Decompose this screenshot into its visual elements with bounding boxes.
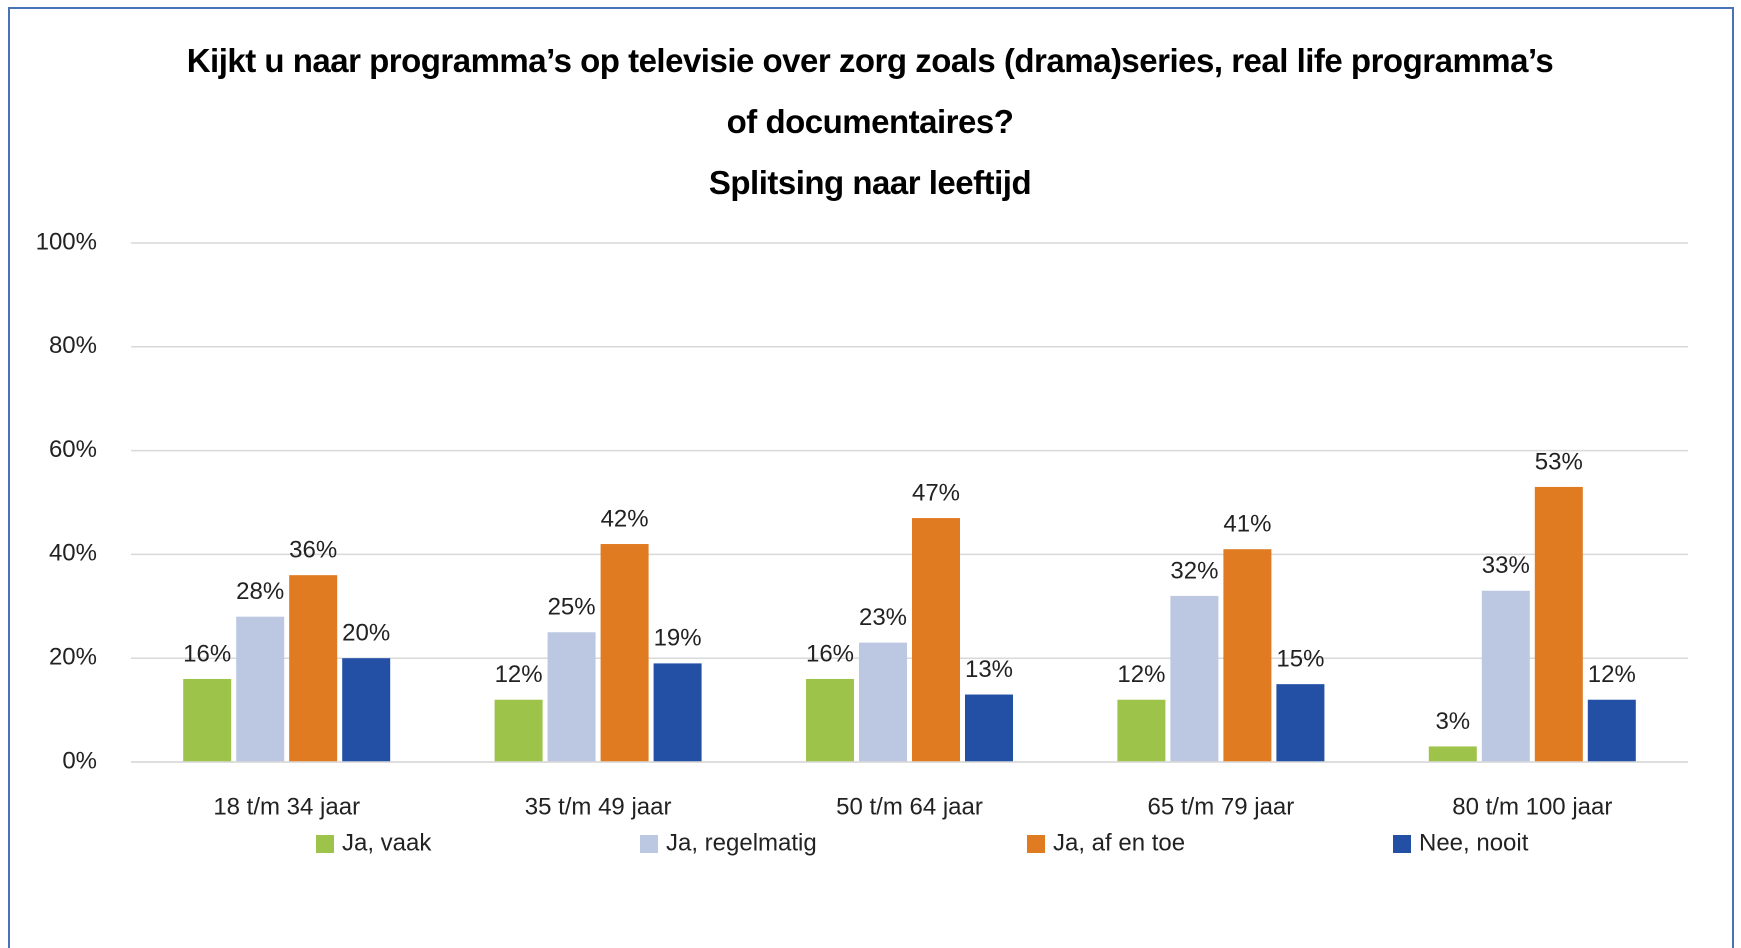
value-label: 36% [289, 537, 337, 564]
x-tick-label: 50 t/m 64 jaar [836, 793, 983, 820]
value-label: 13% [965, 656, 1013, 683]
value-label: 23% [859, 604, 907, 631]
x-tick-label: 80 t/m 100 jaar [1452, 793, 1612, 820]
bar [1117, 699, 1166, 762]
legend-swatch [316, 835, 334, 853]
value-label: 16% [183, 640, 231, 667]
chart-frame [8, 7, 1734, 948]
title-block: Kijkt u naar programma’s op televisie ov… [120, 30, 1620, 213]
x-tick-label: 18 t/m 34 jaar [213, 793, 360, 820]
value-label: 47% [912, 479, 960, 506]
bar [289, 575, 338, 762]
y-tick-label: 100% [36, 228, 97, 255]
x-tick-label: 35 t/m 49 jaar [525, 793, 672, 820]
bar [1587, 699, 1636, 762]
y-tick-label: 20% [49, 644, 97, 671]
bar [1276, 684, 1325, 762]
value-label: 32% [1170, 557, 1218, 584]
bar [1428, 746, 1477, 762]
value-label: 28% [236, 578, 284, 605]
value-label: 12% [495, 661, 543, 688]
bar [1534, 486, 1583, 762]
bar [653, 663, 702, 762]
value-label: 19% [654, 625, 702, 652]
y-tick-label: 60% [49, 436, 97, 463]
bar [600, 544, 649, 762]
bar [547, 632, 596, 762]
legend-swatch [1393, 835, 1411, 853]
value-label: 12% [1588, 661, 1636, 688]
bar [494, 699, 543, 762]
bar [1481, 590, 1530, 762]
value-label: 42% [601, 505, 649, 532]
y-tick-label: 0% [62, 747, 97, 774]
value-label: 3% [1435, 708, 1470, 735]
bar [965, 694, 1013, 762]
legend-label: Nee, nooit [1419, 829, 1529, 856]
y-tick-label: 80% [49, 332, 97, 359]
bar [183, 678, 232, 762]
chart-title: Kijkt u naar programma’s op televisie ov… [186, 42, 1554, 140]
value-label: 25% [548, 594, 596, 621]
bar [236, 616, 285, 762]
legend-label: Ja, regelmatig [666, 829, 817, 856]
bar [806, 678, 854, 762]
y-tick-label: 40% [49, 540, 97, 567]
bar [859, 642, 907, 762]
legend-label: Ja, af en toe [1053, 829, 1185, 856]
value-label: 33% [1482, 552, 1530, 579]
x-tick-label: 65 t/m 79 jaar [1148, 793, 1295, 820]
bar [342, 658, 391, 762]
value-label: 16% [806, 640, 854, 667]
bar [1223, 549, 1272, 762]
value-label: 15% [1276, 645, 1324, 672]
value-label: 12% [1117, 661, 1165, 688]
chart-subtitle: Splitsing naar leeftijd [708, 164, 1032, 201]
bar [912, 518, 960, 762]
value-label: 41% [1223, 511, 1271, 538]
value-label: 53% [1535, 448, 1583, 475]
bar [1170, 595, 1219, 762]
value-label: 20% [342, 620, 390, 647]
legend-label: Ja, vaak [342, 829, 432, 856]
legend-swatch [1027, 835, 1045, 853]
legend-swatch [640, 835, 658, 853]
